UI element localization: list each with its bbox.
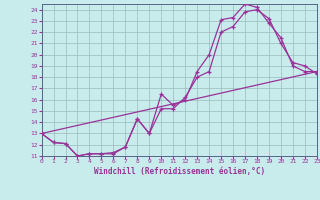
- X-axis label: Windchill (Refroidissement éolien,°C): Windchill (Refroidissement éolien,°C): [94, 167, 265, 176]
